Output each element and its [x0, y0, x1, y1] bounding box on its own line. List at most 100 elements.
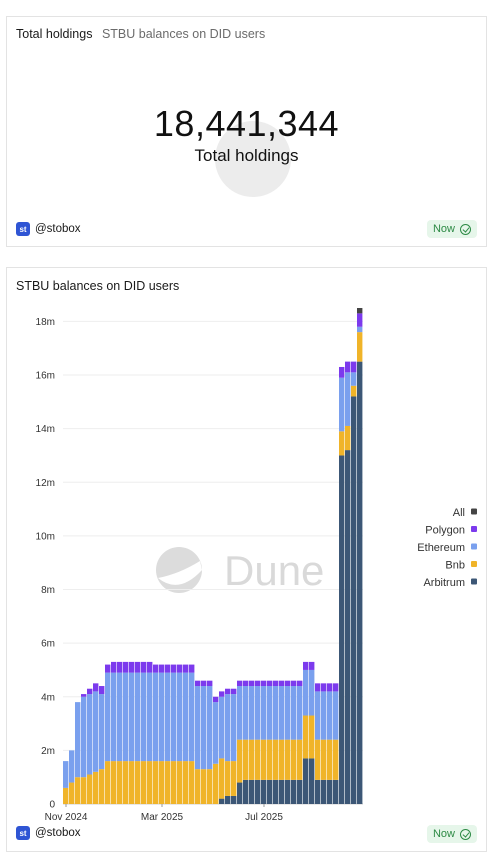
bar-segment-polygon[interactable] — [81, 694, 87, 697]
bar-segment-polygon[interactable] — [297, 680, 303, 687]
bar-segment-polygon[interactable] — [291, 680, 297, 687]
bar-segment-polygon[interactable] — [225, 688, 231, 695]
bar-segment-ethereum[interactable] — [315, 691, 321, 740]
bar-segment-polygon[interactable] — [99, 686, 105, 695]
bar-segment-ethereum[interactable] — [321, 691, 327, 740]
bar-segment-ethereum[interactable] — [303, 669, 309, 716]
bar-segment-bnb[interactable] — [159, 761, 165, 804]
bar-segment-ethereum[interactable] — [183, 672, 189, 762]
bar-segment-bnb[interactable] — [255, 739, 261, 780]
bar-segment-polygon[interactable] — [177, 664, 183, 673]
bar-segment-ethereum[interactable] — [351, 372, 357, 386]
bar-segment-arbitrum[interactable] — [237, 782, 243, 804]
bar-segment-ethereum[interactable] — [285, 686, 291, 740]
bar-segment-ethereum[interactable] — [75, 702, 81, 778]
bar-segment-polygon[interactable] — [141, 661, 147, 673]
bar-segment-bnb[interactable] — [303, 715, 309, 759]
bar-segment-polygon[interactable] — [327, 683, 333, 692]
bar-segment-arbitrum[interactable] — [273, 779, 279, 804]
bar-segment-polygon[interactable] — [333, 683, 339, 692]
bar-segment-polygon[interactable] — [135, 661, 141, 673]
chart-legend[interactable]: All Polygon Ethereum Bnb Arbitrum — [417, 507, 477, 589]
bar-segment-bnb[interactable] — [351, 385, 357, 397]
bar-segment-polygon[interactable] — [171, 664, 177, 673]
bar-segment-ethereum[interactable] — [267, 686, 273, 740]
bar-segment-bnb[interactable] — [201, 769, 207, 804]
bar-segment-ethereum[interactable] — [159, 672, 165, 762]
bar-segment-polygon[interactable] — [339, 366, 345, 378]
bar-segment-bnb[interactable] — [189, 761, 195, 804]
bar-segment-bnb[interactable] — [213, 763, 219, 804]
bar-segment-arbitrum[interactable] — [309, 758, 315, 804]
bar-segment-polygon[interactable] — [93, 683, 99, 692]
bar-segment-polygon[interactable] — [351, 361, 357, 373]
bar-segment-polygon[interactable] — [237, 680, 243, 687]
bar-segment-polygon[interactable] — [159, 664, 165, 673]
bar-segment-arbitrum[interactable] — [285, 779, 291, 804]
bar-segment-ethereum[interactable] — [147, 672, 153, 762]
bar-segment-bnb[interactable] — [339, 431, 345, 456]
bar-segment-bnb[interactable] — [81, 777, 87, 804]
bar-segment-polygon[interactable] — [285, 680, 291, 687]
bar-segment-polygon[interactable] — [147, 661, 153, 673]
bar-segment-bnb[interactable] — [147, 761, 153, 804]
chart-author-link[interactable]: st @stobox — [16, 826, 81, 840]
bar-segment-ethereum[interactable] — [237, 686, 243, 740]
bar-segment-polygon[interactable] — [273, 680, 279, 687]
bar-segment-ethereum[interactable] — [87, 694, 93, 775]
bar-segment-ethereum[interactable] — [69, 750, 75, 783]
bar-segment-polygon[interactable] — [315, 683, 321, 692]
legend-item-arbitrum[interactable]: Arbitrum — [423, 577, 477, 589]
bar-segment-polygon[interactable] — [261, 680, 267, 687]
bar-segment-bnb[interactable] — [357, 332, 363, 362]
bar-segment-bnb[interactable] — [237, 739, 243, 783]
bar-segment-polygon[interactable] — [117, 661, 123, 673]
bar-segment-arbitrum[interactable] — [219, 798, 225, 804]
bar-segment-ethereum[interactable] — [171, 672, 177, 762]
bar-segment-arbitrum[interactable] — [339, 455, 345, 804]
bar-segment-ethereum[interactable] — [219, 696, 225, 759]
bar-segment-bnb[interactable] — [105, 761, 111, 804]
bar-segment-ethereum[interactable] — [225, 694, 231, 762]
bar-segment-arbitrum[interactable] — [333, 779, 339, 804]
bar-segment-bnb[interactable] — [111, 761, 117, 804]
bar-segment-bnb[interactable] — [153, 761, 159, 804]
bar-segment-arbitrum[interactable] — [225, 795, 231, 804]
bar-segment-ethereum[interactable] — [153, 672, 159, 762]
bar-segment-bnb[interactable] — [123, 761, 129, 804]
bar-segment-polygon[interactable] — [129, 661, 135, 673]
bar-segment-polygon[interactable] — [111, 661, 117, 673]
bar-segment-bnb[interactable] — [63, 787, 69, 804]
bar-segment-bnb[interactable] — [321, 739, 327, 780]
bar-segment-bnb[interactable] — [183, 761, 189, 804]
bar-segment-arbitrum[interactable] — [249, 779, 255, 804]
bar-segment-ethereum[interactable] — [135, 672, 141, 762]
legend-item-bnb[interactable]: Bnb — [445, 560, 477, 572]
bar-segment-arbitrum[interactable] — [243, 779, 249, 804]
bar-segment-ethereum[interactable] — [201, 686, 207, 770]
bar-segment-polygon[interactable] — [267, 680, 273, 687]
bar-segment-ethereum[interactable] — [117, 672, 123, 762]
bar-segment-polygon[interactable] — [321, 683, 327, 692]
bar-segment-arbitrum[interactable] — [267, 779, 273, 804]
bar-segment-bnb[interactable] — [273, 739, 279, 780]
bar-segment-ethereum[interactable] — [231, 694, 237, 762]
bar-segment-polygon[interactable] — [153, 664, 159, 673]
bar-segment-ethereum[interactable] — [195, 686, 201, 770]
bar-segment-ethereum[interactable] — [105, 672, 111, 762]
bar-segment-arbitrum[interactable] — [321, 779, 327, 804]
bar-segment-arbitrum[interactable] — [315, 779, 321, 804]
bar-segment-arbitrum[interactable] — [279, 779, 285, 804]
bar-segment-arbitrum[interactable] — [327, 779, 333, 804]
bar-segment-bnb[interactable] — [177, 761, 183, 804]
bar-segment-ethereum[interactable] — [207, 686, 213, 770]
bar-segment-bnb[interactable] — [279, 739, 285, 780]
bar-segment-ethereum[interactable] — [93, 691, 99, 772]
bar-segment-bnb[interactable] — [219, 758, 225, 799]
bar-segment-ethereum[interactable] — [255, 686, 261, 740]
bar-segment-ethereum[interactable] — [165, 672, 171, 762]
bar-segment-ethereum[interactable] — [189, 672, 195, 762]
bar-segment-polygon[interactable] — [105, 664, 111, 673]
bar-segment-bnb[interactable] — [93, 771, 99, 804]
bar-segment-bnb[interactable] — [315, 739, 321, 780]
